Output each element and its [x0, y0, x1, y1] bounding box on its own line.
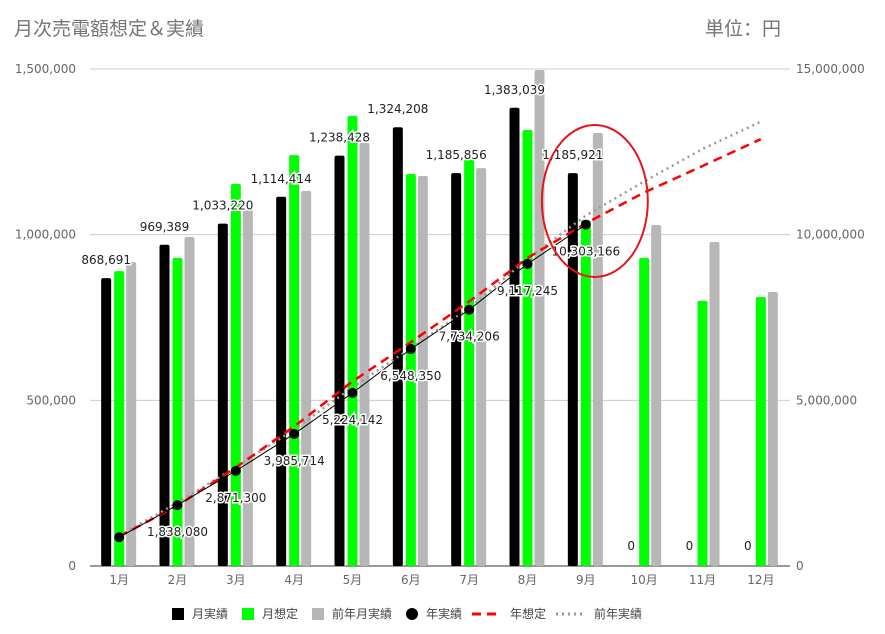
legend-swatch [312, 608, 324, 620]
bar-2 [301, 190, 312, 566]
legend-label: 前年月実績 [332, 606, 392, 621]
legend-label: 月実績 [192, 606, 228, 621]
x-tick-label: 10月 [631, 573, 658, 587]
bar-2 [242, 209, 253, 567]
bar-1 [405, 174, 416, 567]
bar-1 [522, 129, 533, 566]
bar-0 [276, 196, 287, 566]
bar-0 [334, 155, 345, 566]
right-tick-label: 0 [796, 559, 804, 573]
right-tick-label: 5,000,000 [796, 393, 857, 407]
unit-label: 単位：円 [704, 18, 781, 40]
line-1 [118, 137, 762, 538]
left-tick-label: 0 [68, 559, 76, 573]
bar-1 [114, 271, 125, 566]
monthly-actual-label: 1,185,921 [542, 148, 603, 162]
bar-2 [359, 142, 370, 566]
bar-2 [767, 291, 778, 566]
monthly-actual-label: 0 [627, 539, 635, 553]
bar-2 [534, 69, 545, 566]
bar-2 [184, 236, 195, 566]
cumulative-label: 3,985,714 [264, 454, 325, 468]
bar-0 [392, 127, 403, 566]
legend-label: 前年実績 [594, 606, 642, 621]
cumulative-marker [522, 258, 533, 269]
left-tick-label: 1,500,000 [15, 62, 76, 76]
x-tick-label: 7月 [459, 573, 479, 587]
bar-1 [464, 159, 475, 566]
bar-2 [592, 132, 603, 566]
cumulative-label: 7,734,206 [439, 330, 500, 344]
cumulative-label: 10,303,166 [551, 245, 620, 259]
cumulative-marker [464, 304, 475, 315]
cumulative-label: 2,871,300 [205, 491, 266, 505]
bar-0 [509, 107, 520, 566]
x-tick-label: 4月 [284, 573, 304, 587]
x-tick-label: 2月 [168, 573, 188, 587]
chart-title: 月次売電額想定＆実績 [14, 18, 205, 40]
x-tick-label: 11月 [689, 573, 716, 587]
legend-swatch [242, 608, 254, 620]
monthly-actual-label: 1,324,208 [367, 102, 428, 116]
bar-1 [639, 257, 650, 566]
cumulative-label: 5,224,142 [322, 413, 383, 427]
bar-1 [755, 296, 766, 566]
cumulative-marker [114, 532, 125, 543]
left-tick-label: 500,000 [26, 393, 76, 407]
monthly-actual-label: 0 [686, 539, 694, 553]
bar-1 [172, 257, 183, 566]
bar-0 [101, 278, 112, 566]
x-tick-label: 8月 [518, 573, 538, 587]
monthly-actual-label: 969,389 [140, 220, 190, 234]
left-tick-label: 1,000,000 [15, 228, 76, 242]
cumulative-marker [580, 219, 591, 230]
bar-2 [476, 168, 487, 566]
bar-2 [709, 241, 720, 566]
x-tick-label: 9月 [576, 573, 596, 587]
bar-1 [289, 155, 300, 566]
x-tick-label: 6月 [401, 573, 421, 587]
cumulative-marker [289, 428, 300, 439]
bar-1 [580, 220, 591, 566]
cumulative-marker [347, 387, 358, 398]
highlight-ellipse [540, 124, 649, 278]
monthly-actual-label: 1,033,220 [192, 199, 253, 213]
bar-0 [159, 244, 170, 566]
bar-2 [651, 225, 662, 567]
bar-0 [451, 173, 462, 567]
bar-1 [230, 183, 241, 567]
monthly-actual-label: 868,691 [81, 253, 131, 267]
cumulative-marker [405, 344, 416, 355]
monthly-actual-label: 1,383,039 [484, 83, 545, 97]
cumulative-label: 1,838,080 [147, 525, 208, 539]
x-tick-label: 3月 [226, 573, 246, 587]
right-tick-label: 10,000,000 [796, 228, 865, 242]
x-tick-label: 12月 [747, 573, 774, 587]
legend-label: 月想定 [262, 606, 298, 621]
cumulative-label: 9,117,245 [497, 284, 558, 298]
x-tick-label: 5月 [343, 573, 363, 587]
legend-swatch [172, 608, 184, 620]
monthly-actual-label: 0 [744, 539, 752, 553]
monthly-actual-label: 1,238,428 [309, 131, 370, 145]
legend-label: 年想定 [510, 606, 546, 621]
legend-swatch [406, 608, 418, 620]
cumulative-marker [230, 465, 241, 476]
bar-1 [697, 300, 708, 566]
cumulative-label: 6,548,350 [380, 369, 441, 383]
monthly-actual-label: 1,114,414 [251, 172, 312, 186]
monthly-actual-label: 1,185,856 [426, 148, 487, 162]
bar-2 [417, 176, 428, 566]
x-tick-label: 1月 [109, 573, 129, 587]
legend-label: 年実績 [426, 606, 462, 621]
bar-1 [347, 116, 358, 567]
right-tick-label: 15,000,000 [796, 62, 865, 76]
cumulative-marker [172, 500, 183, 511]
bar-0 [217, 223, 228, 566]
bar-2 [126, 262, 137, 566]
